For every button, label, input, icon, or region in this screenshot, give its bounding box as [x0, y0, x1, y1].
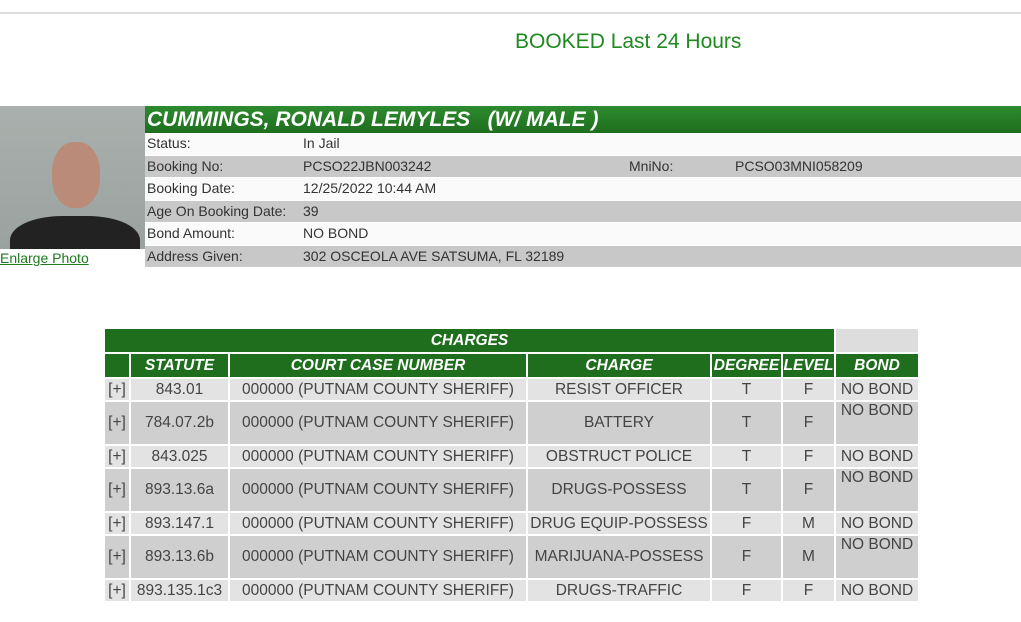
degree-cell: T — [712, 402, 781, 444]
charge-row: [+] 893.135.1c3 000000 (PUTNAM COUNTY SHER… — [105, 580, 918, 601]
label: Status: — [147, 135, 191, 151]
mni-label: MniNo: — [629, 157, 674, 174]
expand-toggle[interactable]: [+] — [105, 469, 129, 511]
charge-cell: DRUGS-POSSESS — [528, 469, 710, 511]
info-row-booking-no: Booking No: PCSO22JBN003242 MniNo: PCSO03MN… — [145, 155, 1021, 178]
bond-cell: NO BOND — [836, 580, 918, 601]
expand-toggle[interactable]: [+] — [105, 446, 129, 467]
statute-cell: 893.135.1c3 — [131, 580, 228, 601]
charge-row: [+] 784.07.2b 000000 (PUTNAM COUNTY SHERIF… — [105, 402, 918, 444]
degree-cell: T — [712, 379, 781, 400]
col-statute: STATUTE — [131, 354, 228, 377]
case-number-cell: 000000 (PUTNAM COUNTY SHERIFF) — [230, 402, 526, 444]
charge-cell: RESIST OFFICER — [528, 379, 710, 400]
col-case: COURT CASE NUMBER — [230, 354, 526, 377]
info-row-status: Status: In Jail — [145, 133, 1021, 156]
charge-cell: BATTERY — [528, 402, 710, 444]
case-number-cell: 000000 (PUTNAM COUNTY SHERIFF) — [230, 536, 526, 578]
bond-cell: NO BOND — [836, 402, 918, 444]
case-number-cell: 000000 (PUTNAM COUNTY SHERIFF) — [230, 446, 526, 467]
case-number-cell: 000000 (PUTNAM COUNTY SHERIFF) — [230, 469, 526, 511]
level-cell: F — [783, 580, 834, 601]
charge-row: [+] 893.13.6a 000000 (PUTNAM COUNTY SHERIF… — [105, 469, 918, 511]
info-row-age: Age On Booking Date: 39 — [145, 200, 1021, 223]
col-charge: CHARGE — [528, 354, 710, 377]
info-row-booking-date: Booking Date: 12/25/2022 10:44 AM — [145, 178, 1021, 201]
expand-toggle[interactable]: [+] — [105, 379, 129, 400]
charge-row: [+] 843.01 000000 (PUTNAM COUNTY SHERIFF) R… — [105, 379, 918, 400]
mni-value: PCSO03MNI058209 — [735, 157, 863, 174]
label: Booking Date: — [147, 180, 235, 196]
statute-cell: 893.13.6a — [131, 469, 228, 511]
case-number-cell: 000000 (PUTNAM COUNTY SHERIFF) — [230, 379, 526, 400]
inmate-name: CUMMINGS, RONALD LEMYLES (W/ MALE ) — [145, 106, 1021, 133]
blank-cell — [836, 329, 918, 352]
statute-cell: 843.025 — [131, 446, 228, 467]
label: Age On Booking Date: — [147, 202, 287, 219]
statute-cell: 893.147.1 — [131, 513, 228, 534]
level-cell: F — [783, 379, 834, 400]
info-row-bond: Bond Amount: NO BOND — [145, 223, 1021, 246]
top-divider — [0, 12, 1021, 14]
value: 39 — [303, 202, 319, 219]
value: 302 OSCEOLA AVE SATSUMA, FL 32189 — [303, 247, 565, 264]
col-level: LEVEL — [783, 354, 834, 377]
label: Bond Amount: — [147, 225, 235, 241]
charge-row: [+] 893.13.6b 000000 (PUTNAM COUNTY SHERIF… — [105, 536, 918, 578]
bond-cell: NO BOND — [836, 536, 918, 578]
level-cell: M — [783, 536, 834, 578]
mugshot-photo[interactable] — [0, 106, 145, 249]
page-heading: BOOKED Last 24 Hours — [515, 30, 742, 53]
enlarge-photo-link[interactable]: Enlarge Photo — [0, 250, 89, 266]
charge-cell: MARIJUANA-POSSESS — [528, 536, 710, 578]
level-cell: F — [783, 446, 834, 467]
level-cell: F — [783, 469, 834, 511]
col-expand — [105, 354, 129, 377]
charge-row: [+] 893.147.1 000000 (PUTNAM COUNTY SHERIF… — [105, 513, 918, 534]
case-number-cell: 000000 (PUTNAM COUNTY SHERIFF) — [230, 580, 526, 601]
bond-cell: NO BOND — [836, 379, 918, 400]
value: In Jail — [303, 135, 340, 151]
photo-head — [52, 142, 100, 208]
charge-row: [+] 843.025 000000 (PUTNAM COUNTY SHERIFF)… — [105, 446, 918, 467]
degree-cell: T — [712, 469, 781, 511]
charge-cell: DRUGS-TRAFFIC — [528, 580, 710, 601]
bond-cell: NO BOND — [836, 446, 918, 467]
charges-table: CHARGES STATUTE COURT CASE NUMBER CHARGE… — [103, 327, 920, 603]
expand-toggle[interactable]: [+] — [105, 402, 129, 444]
degree-cell: F — [712, 513, 781, 534]
charge-cell: OBSTRUCT POLICE — [528, 446, 710, 467]
statute-cell: 784.07.2b — [131, 402, 228, 444]
level-cell: F — [783, 402, 834, 444]
degree-cell: T — [712, 446, 781, 467]
statute-cell: 893.13.6b — [131, 536, 228, 578]
inmate-info: CUMMINGS, RONALD LEMYLES (W/ MALE ) Stat… — [145, 106, 1021, 268]
col-bond: BOND — [836, 354, 918, 377]
expand-toggle[interactable]: [+] — [105, 580, 129, 601]
degree-cell: F — [712, 580, 781, 601]
statute-cell: 843.01 — [131, 379, 228, 400]
info-row-address: Address Given: 302 OSCEOLA AVE SATSUMA, F… — [145, 245, 1021, 268]
photo-body — [10, 216, 140, 249]
charges-title: CHARGES — [105, 329, 834, 352]
value: 12/25/2022 10:44 AM — [303, 180, 437, 196]
bond-cell: NO BOND — [836, 469, 918, 511]
value: PCSO22JBN003242 — [303, 157, 432, 174]
case-number-cell: 000000 (PUTNAM COUNTY SHERIFF) — [230, 513, 526, 534]
label: Address Given: — [147, 247, 243, 264]
charge-cell: DRUG EQUIP-POSSESS — [528, 513, 710, 534]
value: NO BOND — [303, 225, 369, 241]
level-cell: M — [783, 513, 834, 534]
label: Booking No: — [147, 157, 224, 174]
col-degree: DEGREE — [712, 354, 781, 377]
bond-cell: NO BOND — [836, 513, 918, 534]
degree-cell: F — [712, 536, 781, 578]
expand-toggle[interactable]: [+] — [105, 513, 129, 534]
expand-toggle[interactable]: [+] — [105, 536, 129, 578]
